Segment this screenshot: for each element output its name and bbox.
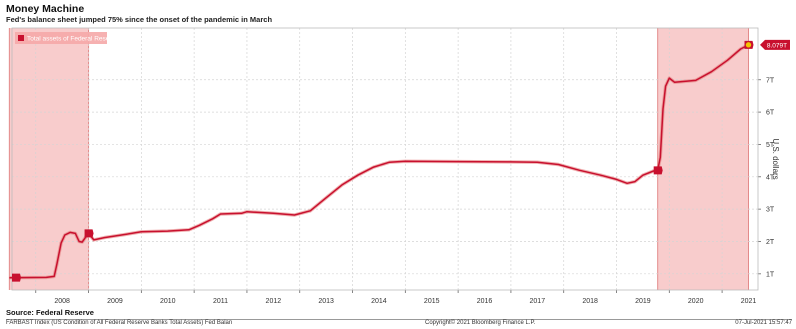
y-tick-label: 4T [766,174,775,181]
shaded-period-1 [9,28,89,290]
y-tick-label: 1T [766,271,775,278]
series-line [9,44,749,279]
footer-divider [6,319,792,320]
last-value-badge [760,39,790,50]
x-tick-label: 2009 [107,298,123,305]
x-tick-label: 2015 [424,298,440,305]
last-value-label: 8.079T [767,42,787,49]
x-tick-label: 2011 [213,298,228,305]
legend: Total assets of Federal Reserve [15,32,119,44]
x-tick-label: 2010 [160,298,176,305]
x-tick-label: 2016 [477,298,493,305]
legend-box [15,32,107,44]
shaded-period-2 [657,28,749,290]
plot-frame [11,27,759,291]
x-tick-label: 2021 [741,298,757,305]
y-tick-label: 5T [766,142,775,149]
footer-copyright: Copyright© 2021 Bloomberg Finance L.P. [425,320,536,326]
y-tick-label: 2T [766,239,775,246]
x-tick-label: 2012 [266,298,282,305]
period-marker-1-end [84,229,94,238]
y-axis-label: U.S. dollars [771,138,780,179]
period-marker-1-start [12,273,21,282]
x-tick-label: 2008 [54,298,70,305]
y-tick-label: 7T [766,77,775,84]
legend-swatch [18,35,24,41]
footer-timestamp: 07-Jul-2021 15:57:47 [735,320,792,326]
x-tick-label: 2018 [582,298,598,305]
period-marker-2-start [653,166,663,175]
x-tick-label: 2020 [688,298,704,305]
footer-index-note: FARBAST Index (US Condition of All Feder… [6,320,233,326]
y-tick-label: 3T [766,207,775,214]
legend-label: Total assets of Federal Reserve [27,36,119,43]
x-tick-label: 2017 [530,298,546,305]
source-note: Source: Federal Reserve [6,308,94,317]
y-tick-label: 6T [766,110,775,117]
series-end-marker [744,41,753,49]
x-tick-label: 2013 [318,298,334,305]
chart-subtitle: Fed's balance sheet jumped 75% since the… [6,15,273,24]
chart-title: Money Machine [6,3,85,15]
x-tick-label: 2014 [371,298,387,305]
plot-area [12,28,758,290]
x-tick-label: 2019 [635,298,651,305]
